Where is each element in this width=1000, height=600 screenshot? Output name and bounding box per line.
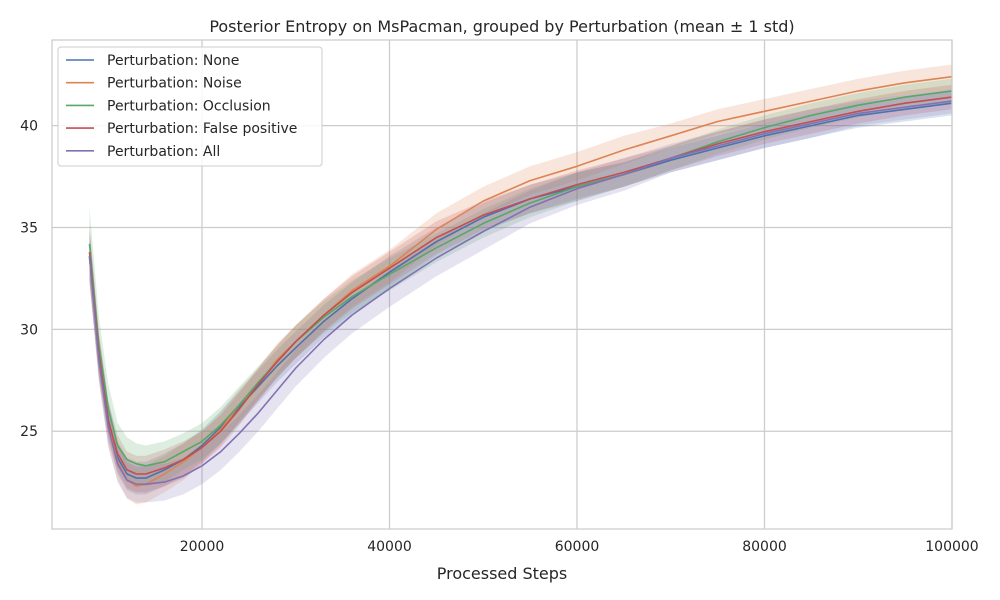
y-tick-label: 35	[20, 220, 38, 236]
legend-label: Perturbation: False positive	[107, 121, 297, 137]
x-tick-labels: 20000 40000 60000 80000 100000	[180, 539, 979, 555]
std-bands	[89, 64, 952, 505]
x-tick-label: 40000	[367, 539, 412, 555]
x-tick-label: 100000	[925, 539, 978, 555]
x-axis-label: Processed Steps	[437, 564, 568, 583]
legend-label: Perturbation: None	[107, 53, 239, 69]
y-tick-label: 40	[20, 119, 38, 135]
chart-title: Posterior Entropy on MsPacman, grouped b…	[209, 17, 794, 36]
series-lines	[88, 75, 953, 487]
std-band-series-1	[89, 64, 952, 505]
series-line-0	[88, 102, 953, 479]
y-tick-label: 30	[20, 322, 38, 338]
y-tick-labels: 25 30 35 40	[20, 119, 38, 441]
std-band-series-2	[89, 78, 952, 487]
std-band-series-3	[89, 84, 952, 493]
y-tick-label: 25	[20, 424, 38, 440]
x-tick-label: 80000	[742, 539, 787, 555]
legend-label: Perturbation: Noise	[107, 76, 242, 92]
std-band-series-0	[89, 90, 952, 495]
legend-box	[57, 46, 323, 167]
series-line-4	[88, 100, 953, 485]
series-line-3	[88, 96, 953, 475]
std-band-series-4	[89, 88, 952, 503]
plot-frame	[51, 39, 953, 530]
x-tick-label: 20000	[180, 539, 225, 555]
legend: Perturbation: None Perturbation: Noise Per…	[57, 46, 323, 167]
x-tick-label: 60000	[555, 539, 600, 555]
legend-label: Perturbation: Occlusion	[107, 98, 271, 114]
legend-label: Perturbation: All	[107, 144, 220, 160]
